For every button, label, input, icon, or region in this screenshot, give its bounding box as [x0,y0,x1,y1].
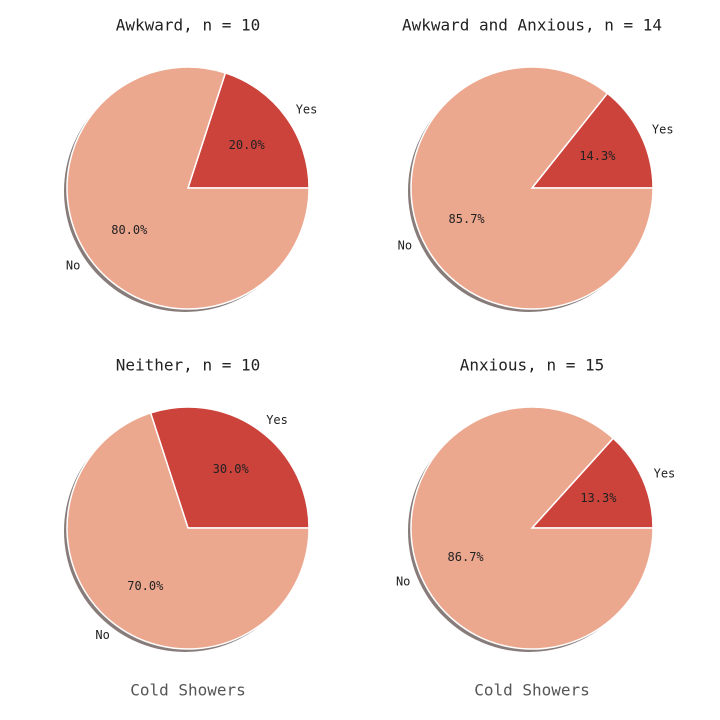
pie-slice-no [410,406,654,650]
pie-slice-yes [530,437,654,529]
x-axis-label: Cold Showers [474,681,590,700]
pie-slice-yes [186,71,310,189]
slice-label-yes: Yes [296,102,318,116]
slice-percent-no: 85.7% [449,212,486,226]
chart-title: Neither, n = 10 [116,356,261,375]
slice-label-no: No [398,238,412,252]
slice-label-no: No [95,628,109,642]
pie-slice-yes [149,406,310,529]
slice-percent-yes: 14.3% [579,149,616,163]
slice-percent-yes: 13.3% [580,491,617,505]
slice-percent-yes: 20.0% [229,138,266,152]
chart-title: Anxious, n = 15 [460,356,605,375]
slice-percent-no: 86.7% [448,550,485,564]
slice-label-yes: Yes [266,413,288,427]
pie-chart-2: Awkward and Anxious, n = 14 Yes 14.3% No 85.… [398,16,674,312]
pie-slice-yes [530,92,654,189]
slice-label-no: No [66,259,80,273]
slice-percent-yes: 30.0% [213,462,250,476]
slice-label-no: No [396,575,410,589]
slice-label-yes: Yes [652,123,674,137]
pie-slice-no [410,66,654,310]
pie-slice-no [66,411,310,650]
chart-title: Awkward, n = 10 [116,16,261,35]
pie-chart-3: Neither, n = 10 Yes 30.0% No 70.0% Cold Showe… [64,356,310,700]
slice-percent-no: 70.0% [127,579,164,593]
x-axis-label: Cold Showers [130,681,246,700]
pie-chart-4: Anxious, n = 15 Yes 13.3% No 86.7% Cold Showe… [396,356,675,700]
pie-slice-no [66,66,310,310]
slice-label-yes: Yes [654,467,676,481]
chart-title: Awkward and Anxious, n = 14 [402,16,662,35]
pie-chart-1: Awkward, n = 10 Yes 20.0% No 80.0% [64,16,318,312]
slice-percent-no: 80.0% [111,223,148,237]
